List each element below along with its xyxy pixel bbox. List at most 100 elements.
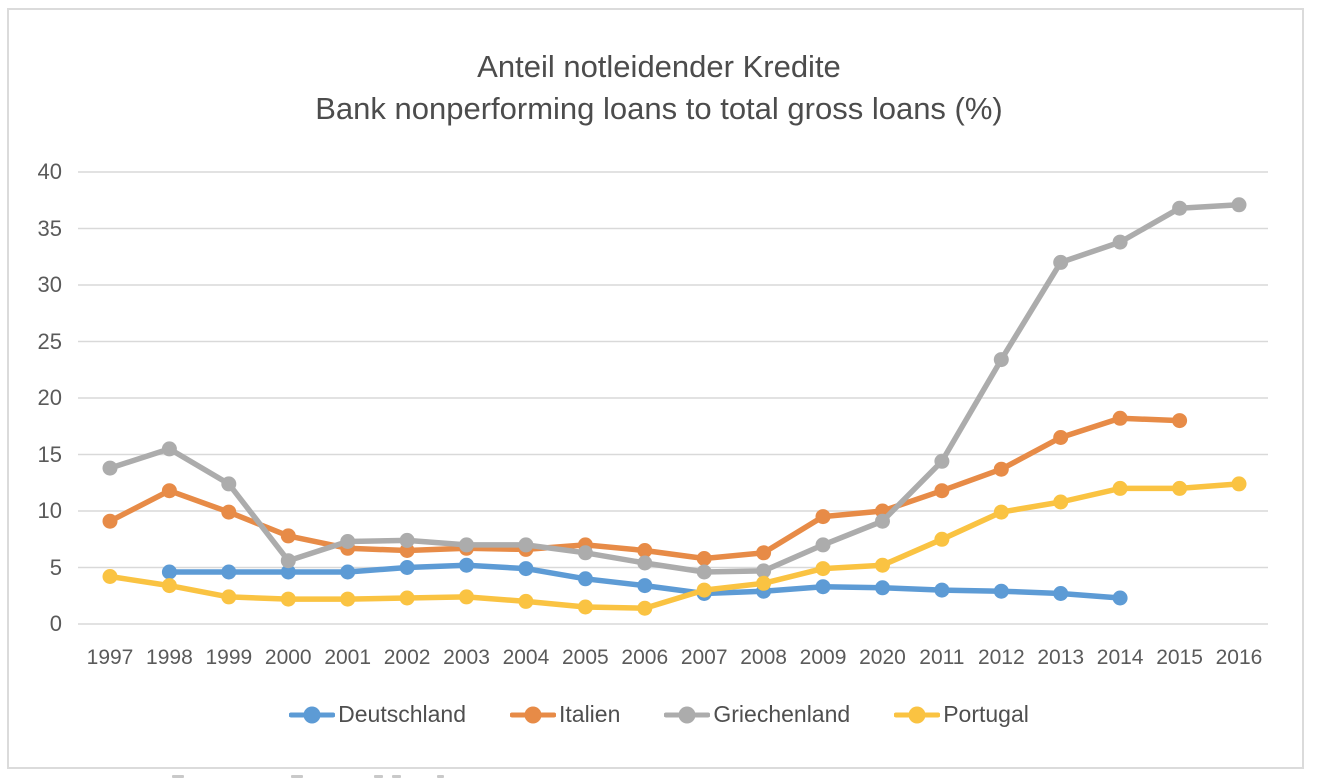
legend-item-portugal: Portugal	[894, 701, 1029, 728]
y-tick-label: 0	[49, 611, 62, 636]
x-tick-label: 2011	[919, 646, 965, 669]
data-point-portugal-2015	[1172, 480, 1188, 496]
x-tick-label: 1998	[146, 646, 193, 669]
data-point-italien-2012	[993, 461, 1009, 477]
data-point-griechenland-2007	[696, 564, 712, 580]
data-point-italien-2013	[1053, 430, 1069, 445]
data-point-deutschland-2002	[399, 560, 415, 575]
data-point-griechenland-1998	[161, 441, 177, 457]
legend-marker-icon	[510, 706, 556, 723]
data-point-portugal-2012	[993, 504, 1009, 520]
data-point-portugal-2001	[340, 591, 356, 607]
cutoff-text-fragment	[291, 775, 303, 778]
data-point-griechenland-2008	[756, 563, 772, 579]
data-point-deutschland-2005	[577, 571, 593, 587]
cutoff-text-fragment	[392, 775, 401, 778]
data-point-portugal-2005	[577, 599, 593, 615]
data-point-deutschland-2000	[280, 564, 296, 580]
data-point-griechenland-2005	[577, 545, 593, 561]
data-point-deutschland-2011	[934, 582, 950, 598]
data-point-portugal-2020	[875, 557, 890, 573]
data-point-portugal-2011	[934, 531, 950, 547]
data-point-italien-2007	[696, 551, 712, 566]
data-point-portugal-2003	[459, 589, 474, 605]
data-point-griechenland-2009	[815, 537, 831, 553]
data-point-deutschland-2020	[875, 580, 890, 596]
data-point-portugal-1999	[221, 589, 237, 605]
x-tick-label: 2009	[799, 646, 847, 669]
data-point-italien-1999	[221, 504, 237, 520]
y-tick-label: 40	[37, 159, 62, 184]
data-point-portugal-2004	[518, 593, 534, 609]
legend-item-deutschland: Deutschland	[289, 701, 466, 728]
data-point-griechenland-2006	[637, 555, 653, 571]
y-tick-label: 35	[37, 215, 62, 241]
data-point-griechenland-2013	[1053, 254, 1069, 270]
chart-subtitle: Bank nonperforming loans to total gross …	[315, 91, 1003, 126]
data-point-italien-2008	[756, 545, 772, 561]
x-tick-label: 1997	[86, 646, 134, 669]
x-tick-label: 2012	[977, 646, 1025, 669]
x-tick-label: 2013	[1037, 646, 1085, 669]
data-point-deutschland-2012	[993, 583, 1009, 599]
data-point-deutschland-1999	[221, 564, 237, 580]
x-tick-label: 2005	[562, 646, 609, 669]
data-point-deutschland-2006	[637, 578, 653, 594]
data-point-griechenland-2011	[934, 453, 950, 469]
data-point-deutschland-2013	[1053, 586, 1069, 601]
cutoff-text-fragment	[172, 775, 184, 778]
data-point-portugal-2006	[637, 600, 653, 616]
x-tick-label: 2002	[383, 646, 431, 669]
data-point-portugal-2008	[756, 575, 772, 591]
data-point-italien-2014	[1112, 410, 1128, 426]
series-line-portugal	[107, 481, 1242, 611]
data-point-griechenland-2003	[459, 537, 474, 553]
data-point-italien-2009	[815, 509, 831, 525]
data-point-griechenland-2000	[280, 553, 296, 569]
y-tick-label: 5	[49, 554, 62, 580]
data-point-griechenland-2020	[875, 513, 890, 529]
data-point-deutschland-1998	[161, 564, 177, 580]
data-point-deutschland-2003	[459, 557, 474, 573]
data-point-italien-1997	[102, 513, 118, 529]
data-point-italien-2011	[934, 483, 950, 499]
y-tick-label: 25	[37, 328, 62, 354]
x-tick-label: 2006	[621, 646, 669, 669]
chart-title: Anteil notleidender Kredite	[477, 49, 841, 84]
data-point-griechenland-1997	[102, 460, 118, 476]
y-tick-label: 30	[37, 272, 62, 297]
data-point-deutschland-2009	[815, 579, 831, 595]
data-point-italien-2000	[280, 528, 296, 544]
data-point-griechenland-2014	[1112, 234, 1128, 250]
data-point-griechenland-2015	[1172, 200, 1188, 216]
legend-label: Griechenland	[713, 701, 851, 727]
data-point-griechenland-2012	[993, 352, 1009, 368]
data-point-portugal-1998	[161, 578, 177, 594]
data-point-italien-1998	[161, 483, 177, 499]
legend-label: Portugal	[943, 701, 1029, 727]
legend-marker-icon	[289, 706, 336, 723]
x-tick-label: 2004	[502, 646, 550, 669]
x-tick-label: 2015	[1156, 646, 1203, 669]
legend-label: Italien	[559, 701, 621, 727]
legend-marker-icon	[664, 706, 711, 723]
x-tick-label: 1999	[205, 646, 253, 669]
data-point-italien-2015	[1172, 413, 1188, 429]
data-point-portugal-2007	[696, 582, 712, 598]
chart-frame	[7, 8, 1304, 769]
data-point-portugal-2002	[399, 590, 415, 606]
x-tick-label: 2007	[680, 646, 728, 669]
legend: Deutschland Italien Griechenland Portugal	[0, 701, 1318, 728]
x-tick-label: 2020	[859, 646, 906, 669]
data-point-deutschland-2014	[1112, 590, 1128, 606]
data-point-griechenland-2016	[1231, 197, 1247, 213]
data-point-deutschland-2004	[518, 561, 534, 577]
x-tick-label: 2008	[740, 646, 787, 669]
chart-title-block: Anteil notleidender Kredite Bank nonperf…	[0, 46, 1318, 130]
x-tick-label: 2016	[1215, 646, 1263, 669]
y-tick-label: 20	[37, 385, 62, 410]
data-point-portugal-2014	[1112, 480, 1128, 496]
data-point-portugal-2016	[1231, 476, 1247, 492]
y-tick-label: 10	[37, 498, 62, 523]
